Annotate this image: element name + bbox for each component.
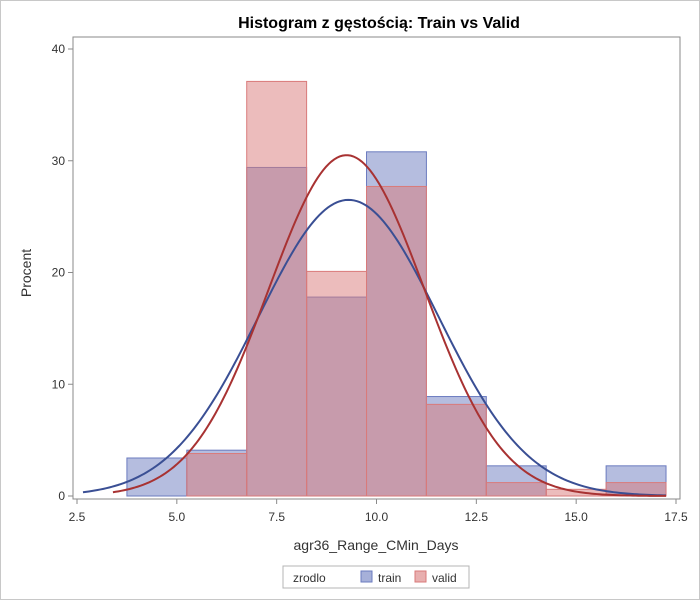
x-axis: 2.5 5.0 7.5 10.0 12.5 15.0 17.5 xyxy=(69,499,688,524)
legend: zrodlo train valid xyxy=(282,565,470,589)
bar-valid xyxy=(485,482,547,497)
x-tick-label: 10.0 xyxy=(365,510,389,524)
legend-swatch-valid xyxy=(414,570,427,583)
density-curves-layer xyxy=(82,154,667,497)
x-tick-label: 2.5 xyxy=(69,510,86,524)
x-tick-label: 7.5 xyxy=(268,510,285,524)
x-tick-label: 17.5 xyxy=(664,510,688,524)
plot-area-border xyxy=(72,36,681,500)
density-curve-train xyxy=(82,198,667,497)
y-tick-label: 10 xyxy=(52,377,66,391)
y-axis: 0 10 20 30 40 xyxy=(52,42,73,503)
x-tick-label: 12.5 xyxy=(465,510,489,524)
x-tick-label: 15.0 xyxy=(564,510,588,524)
x-tick-label: 5.0 xyxy=(168,510,185,524)
bar-valid xyxy=(306,270,368,497)
y-tick-label: 0 xyxy=(58,489,65,503)
legend-title: zrodlo xyxy=(293,571,326,585)
legend-label-valid: valid xyxy=(432,571,457,585)
bar-valid xyxy=(186,453,248,497)
y-tick-label: 40 xyxy=(52,42,66,56)
chart-title: Histogram z gęstością: Train vs Valid xyxy=(238,15,520,32)
x-axis-label: agr36_Range_CMin_Days xyxy=(294,537,459,553)
legend-swatch-train xyxy=(360,570,373,583)
y-tick-label: 20 xyxy=(52,266,66,280)
bar-valid xyxy=(246,80,308,497)
bar-valid xyxy=(425,403,487,497)
bars-layer xyxy=(126,80,667,497)
density-curve-valid xyxy=(112,154,667,497)
bar-valid xyxy=(366,185,427,497)
legend-label-train: train xyxy=(378,571,401,585)
y-axis-label: Procent xyxy=(18,249,34,297)
y-tick-label: 30 xyxy=(52,154,66,168)
